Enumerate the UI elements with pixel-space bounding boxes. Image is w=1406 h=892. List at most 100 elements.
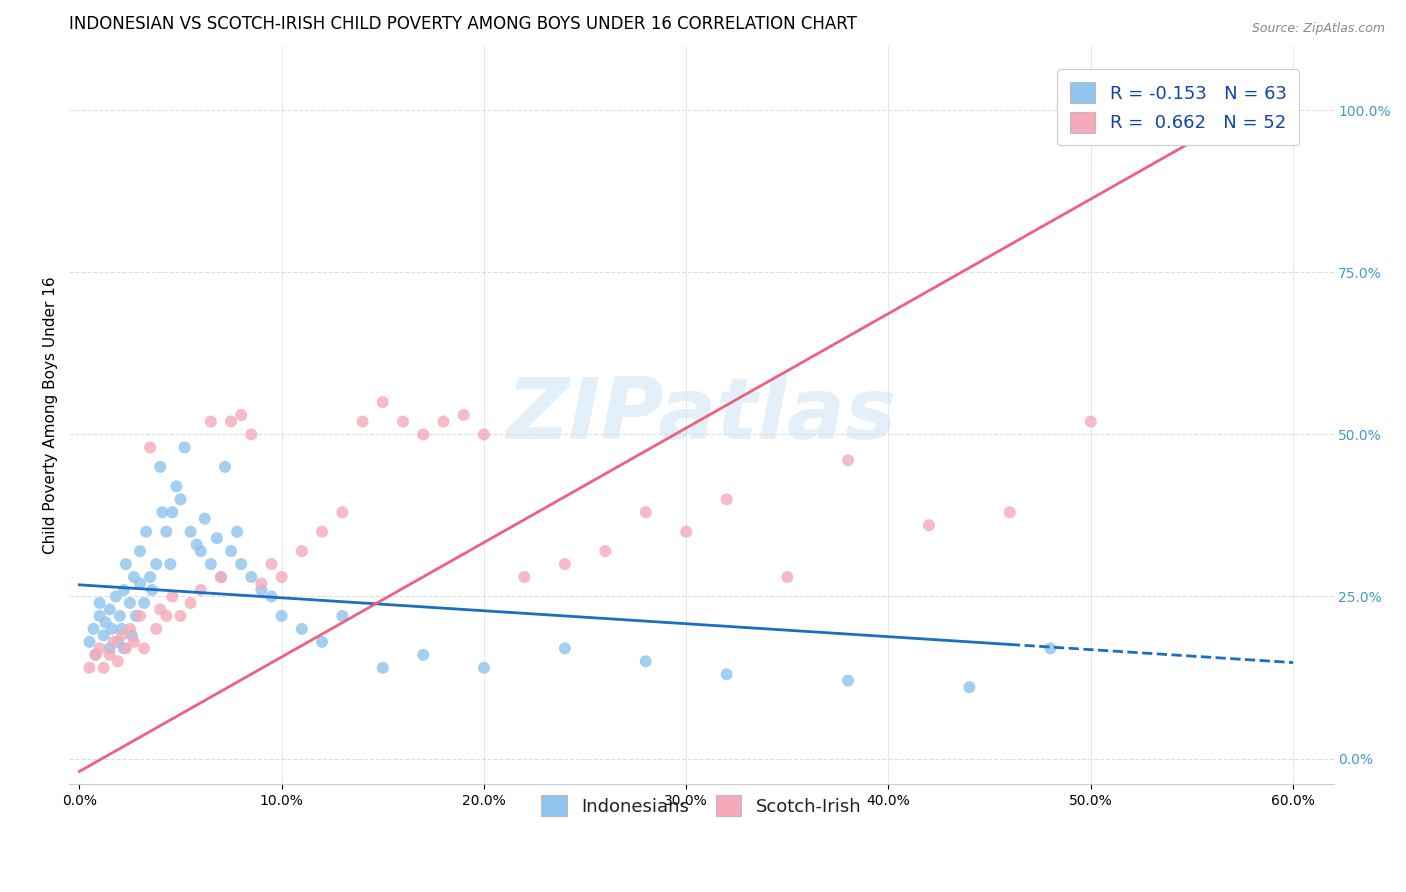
Point [716,667,738,681]
Point [270,609,292,624]
Point [159,557,181,571]
Point [219,544,242,558]
Point [513,570,536,584]
Point [141,582,163,597]
Text: INDONESIAN VS SCOTCH-IRISH CHILD POVERTY AMONG BOYS UNDER 16 CORRELATION CHART: INDONESIAN VS SCOTCH-IRISH CHILD POVERTY… [69,15,858,33]
Point [118,622,141,636]
Point [634,654,657,668]
Point [634,505,657,519]
Point [675,524,697,539]
Point [108,609,131,624]
Point [186,538,208,552]
Point [84,648,107,662]
Point [79,635,101,649]
Point [121,628,143,642]
Point [453,408,475,422]
Point [93,628,115,642]
Point [214,459,236,474]
Point [155,609,177,624]
Point [231,557,253,571]
Point [112,582,135,597]
Point [1080,415,1102,429]
Point [118,596,141,610]
Point [132,596,155,610]
Point [554,641,576,656]
Point [194,512,217,526]
Point [330,609,353,624]
Point [129,576,152,591]
Point [330,505,353,519]
Point [957,680,980,694]
Point [270,570,292,584]
Point [205,531,228,545]
Point [554,557,576,571]
Point [93,661,115,675]
Point [776,570,799,584]
Point [149,459,172,474]
Point [100,622,122,636]
Point [139,570,162,584]
Y-axis label: Child Poverty Among Boys Under 16: Child Poverty Among Boys Under 16 [44,277,58,554]
Point [89,596,111,610]
Point [145,557,167,571]
Point [240,570,263,584]
Legend: Indonesians, Scotch-Irish: Indonesians, Scotch-Irish [530,785,872,827]
Point [250,576,273,591]
Point [595,544,617,558]
Point [94,615,117,630]
Point [392,415,415,429]
Point [122,635,145,649]
Text: Source: ZipAtlas.com: Source: ZipAtlas.com [1251,22,1385,36]
Point [165,479,187,493]
Point [89,641,111,656]
Point [173,441,195,455]
Point [135,524,157,539]
Point [169,609,191,624]
Text: ZIPatlas: ZIPatlas [506,374,897,457]
Point [311,635,333,649]
Point [89,609,111,624]
Point [122,570,145,584]
Point [231,408,253,422]
Point [1160,90,1182,104]
Point [716,492,738,507]
Point [219,415,242,429]
Point [129,544,152,558]
Point [240,427,263,442]
Point [98,602,121,616]
Point [162,590,184,604]
Point [84,648,107,662]
Point [998,505,1021,519]
Point [412,427,434,442]
Point [190,544,212,558]
Point [250,582,273,597]
Point [162,505,184,519]
Point [432,415,454,429]
Point [209,570,232,584]
Point [111,628,134,642]
Point [169,492,191,507]
Point [79,661,101,675]
Point [107,654,129,668]
Point [472,661,495,675]
Point [132,641,155,656]
Point [311,524,333,539]
Point [107,635,129,649]
Point [260,590,283,604]
Point [103,635,125,649]
Point [83,622,105,636]
Point [155,524,177,539]
Point [1039,641,1062,656]
Point [226,524,249,539]
Point [190,582,212,597]
Point [149,602,172,616]
Point [180,524,202,539]
Point [200,557,222,571]
Point [98,648,121,662]
Point [98,641,121,656]
Point [150,505,173,519]
Point [472,427,495,442]
Point [837,673,859,688]
Point [291,544,314,558]
Point [291,622,314,636]
